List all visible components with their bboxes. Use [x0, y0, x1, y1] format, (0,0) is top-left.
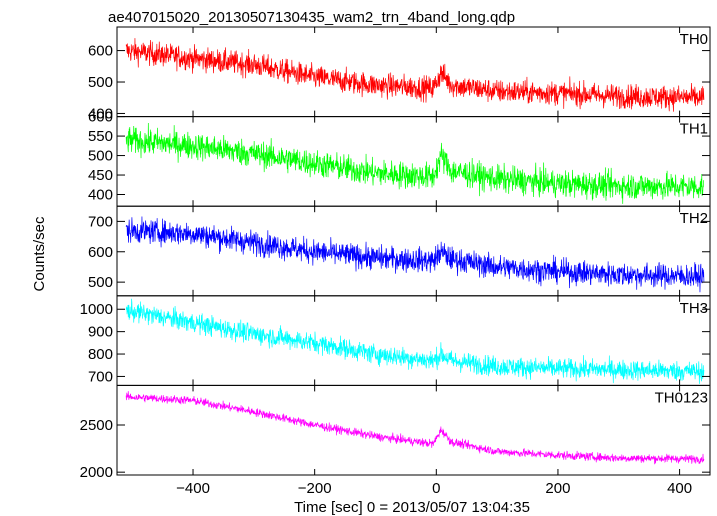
series-th0123: [125, 391, 705, 465]
y-tick-label: 800: [88, 346, 113, 363]
y-tick-label: 500: [88, 274, 113, 291]
x-axis-label: Time [sec] 0 = 2013/05/07 13:04:35: [294, 499, 530, 516]
panel-frame: [116, 116, 711, 207]
series-th0: [125, 38, 705, 112]
y-tick-label: 2500: [80, 417, 113, 434]
y-tick-label: 500: [88, 148, 113, 165]
panel-label: TH1: [680, 121, 708, 138]
y-tick-label: 700: [88, 368, 113, 385]
panel-th3: 700 800 900 1000 TH3: [80, 295, 711, 386]
y-tick-label: 400: [88, 187, 113, 204]
x-tick-label: −200: [298, 480, 332, 497]
x-tick-label: 200: [545, 480, 570, 497]
panel-frame: [116, 384, 711, 476]
y-tick-label: 1000: [80, 301, 113, 318]
y-tick-label: 550: [88, 128, 113, 145]
panel-label: TH2: [680, 210, 708, 227]
y-tick-label: 450: [88, 167, 113, 184]
x-tick-label: 400: [667, 480, 692, 497]
x-tick-label: −400: [176, 480, 210, 497]
panel-th0: 400 500 600 TH0: [88, 26, 711, 122]
y-tick-label: 900: [88, 324, 113, 341]
panel-th1: 400 450 500 550 600 TH1: [88, 109, 711, 207]
y-tick-label: 600: [88, 244, 113, 261]
y-tick-label: 700: [88, 213, 113, 230]
y-tick-label: 500: [88, 74, 113, 91]
y-axis-label: Counts/sec: [31, 216, 48, 292]
series-th1: [125, 122, 705, 204]
series-th3: [125, 298, 705, 384]
series-th2: [125, 216, 705, 293]
y-tick-label: 600: [88, 109, 113, 126]
panel-label: TH3: [680, 300, 708, 317]
x-tick-label: 0: [432, 480, 440, 497]
panels: 400 500 600 TH0 400 450 500 550 600 TH1 500 600 700 T…: [80, 26, 711, 497]
figure-title: ae407015020_20130507130435_wam2_trn_4ban…: [108, 9, 515, 26]
panel-label: TH0123: [655, 389, 708, 406]
panel-th0123: 2000 2500 TH0123: [80, 384, 711, 481]
panel-frame: [116, 205, 711, 297]
panel-label: TH0: [680, 31, 708, 48]
y-tick-label: 600: [88, 43, 113, 60]
y-tick-label: 2000: [80, 464, 113, 481]
panel-th2: 500 600 700 TH2: [88, 205, 711, 297]
y-tick-label: 400: [88, 105, 113, 122]
